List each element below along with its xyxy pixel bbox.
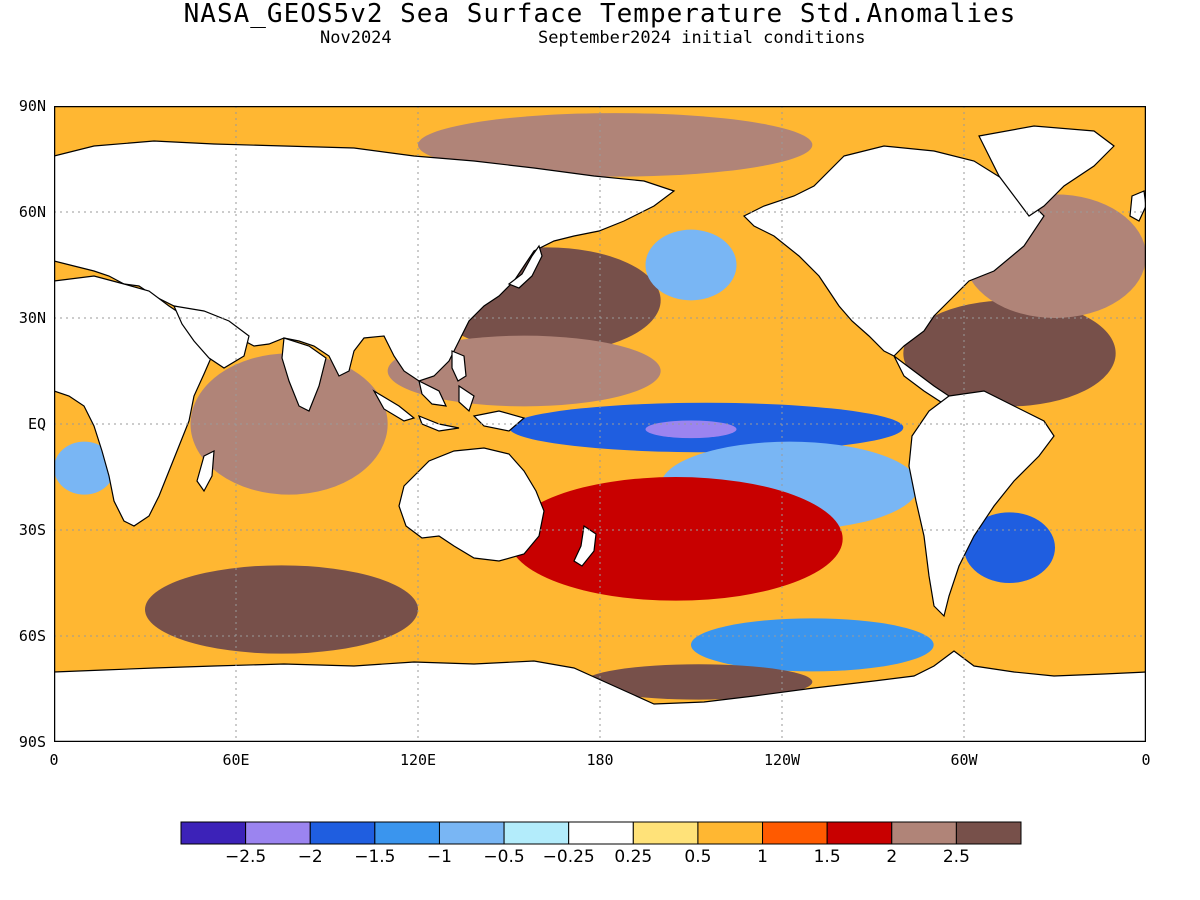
colorbar-swatch — [309, 821, 376, 845]
lat-label: 60S — [18, 627, 46, 645]
land-madagascar — [196, 449, 215, 493]
lon-label: 120E — [399, 751, 437, 769]
colorbar-tick-label: −0.5 — [483, 847, 525, 867]
colorbar-tick-label: 1 — [757, 847, 768, 867]
colorbar-tick-label: −1.5 — [354, 847, 396, 867]
lon-label: 120W — [763, 751, 801, 769]
land-uk — [1129, 190, 1146, 222]
land-indonesia — [372, 379, 526, 432]
lat-label: 90N — [18, 97, 46, 115]
lon-label: 60E — [222, 751, 250, 769]
anomaly-region-tropical-north-atlantic-warm — [903, 300, 1116, 407]
colorbar-swatch — [374, 821, 440, 845]
colorbar-tick-label: −1 — [426, 847, 452, 867]
colorbar-tick-label: −2 — [297, 847, 323, 867]
land-antarctica — [54, 650, 1146, 742]
lat-label: 60N — [18, 203, 46, 221]
colorbar-tick-label: 0.25 — [614, 847, 653, 867]
colorbar-swatch — [891, 821, 957, 845]
colorbar-tick-label: 2.5 — [942, 847, 970, 867]
colorbar-tick-label: 2 — [886, 847, 898, 867]
anomaly-region-arctic-warm — [418, 113, 813, 177]
colorbar-swatch — [245, 821, 311, 845]
anomaly-region-southeast-atlantic-cool — [54, 441, 115, 495]
colorbar-swatch — [955, 821, 1022, 845]
colorbar-swatch — [503, 821, 570, 845]
colorbar-tick-label: 1.5 — [813, 847, 841, 867]
initial-conditions: September2024 initial conditions — [538, 28, 866, 48]
lon-label: 0 — [49, 751, 59, 769]
colorbar-swatch — [762, 821, 828, 845]
lat-label: 30S — [18, 521, 46, 539]
land-new-zealand — [573, 524, 597, 567]
anomaly-region-central-pacific-core — [645, 420, 737, 439]
land-india — [281, 337, 327, 412]
anomaly-region-south-pacific-warm — [509, 477, 843, 601]
anomaly-region-ross-sea-warm — [584, 664, 813, 700]
colorbar-swatch — [697, 821, 764, 845]
colorbar-tick-label: −0.25 — [542, 847, 595, 867]
lat-label: 90S — [18, 733, 46, 751]
land-philippines — [451, 350, 467, 382]
colorbar-swatch — [826, 821, 893, 845]
lon-label: 60W — [950, 751, 978, 769]
lon-label: 0 — [1141, 751, 1151, 769]
colorbar-swatch — [568, 821, 634, 845]
colorbar-swatch — [180, 821, 247, 845]
land-greenland — [978, 125, 1115, 217]
lat-label: 30N — [18, 309, 46, 327]
colorbar-swatch — [632, 821, 699, 845]
anomaly-region-southern-ocean-south-of-africa-warm — [145, 565, 418, 654]
anomaly-region-northeast-pacific-cool — [645, 229, 737, 301]
land-arabia — [172, 305, 250, 369]
map-frame — [54, 106, 1146, 742]
land-japan — [507, 244, 543, 289]
land-australia — [398, 447, 545, 562]
lat-label: EQ — [27, 415, 46, 433]
land-masses — [54, 125, 1146, 742]
anomaly-region-southern-ocean-pacific-cool — [691, 618, 934, 672]
graticule — [54, 106, 1146, 742]
chart-title: NASA_GEOS5v2 Sea Surface Temperature Std… — [183, 0, 1017, 29]
lon-label: 180 — [586, 751, 614, 769]
colorbar — [180, 821, 1022, 845]
land-africa — [54, 275, 215, 527]
colorbar-swatch — [438, 821, 505, 845]
forecast-month: Nov2024 — [320, 28, 392, 48]
colorbar-tick-label: 0.5 — [684, 847, 712, 867]
colorbar-tick-label: −2.5 — [224, 847, 267, 867]
sst-anomaly-map — [54, 106, 1146, 742]
